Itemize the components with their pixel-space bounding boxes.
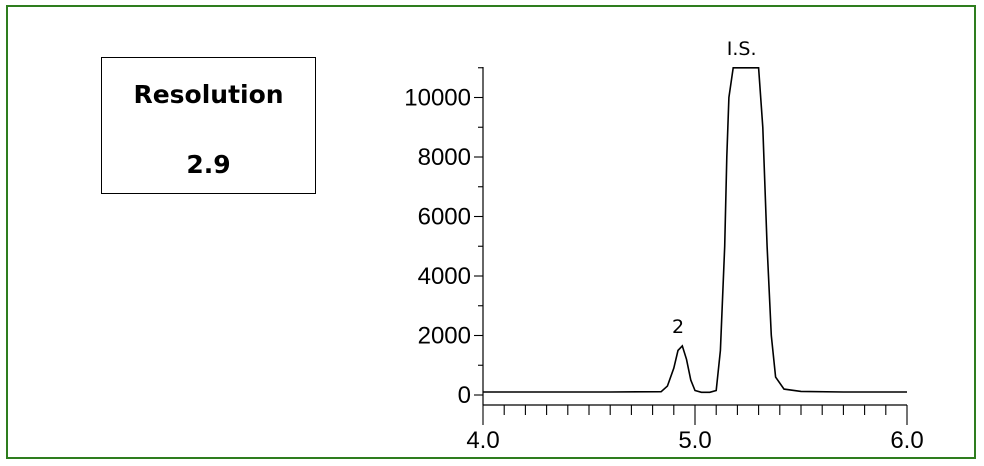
peak-label: I.S.: [727, 38, 757, 60]
resolution-label: Resolution: [133, 80, 284, 109]
y-tick-label: 8000: [418, 144, 471, 171]
y-tick-label: 4000: [418, 263, 471, 290]
x-tick-label: 6.0: [890, 427, 923, 454]
x-tick-label: 5.0: [678, 427, 711, 454]
x-tick-label: 4.0: [466, 427, 499, 454]
y-tick-label: 2000: [418, 323, 471, 350]
y-tick-label: 10000: [404, 85, 471, 112]
resolution-box: Resolution 2.9: [101, 57, 316, 194]
figure-frame: [6, 5, 976, 459]
peak-label: 2: [672, 316, 684, 338]
labels: 2 I.S.: [672, 38, 757, 338]
y-tick-label: 0: [458, 382, 471, 409]
y-tick-label: 6000: [418, 204, 471, 231]
series-line: [483, 67, 907, 394]
resolution-value: 2.9: [186, 150, 231, 179]
axes: 0 2000 4000 6000 8000 10000 4.0 5.0 6.0: [404, 67, 924, 454]
